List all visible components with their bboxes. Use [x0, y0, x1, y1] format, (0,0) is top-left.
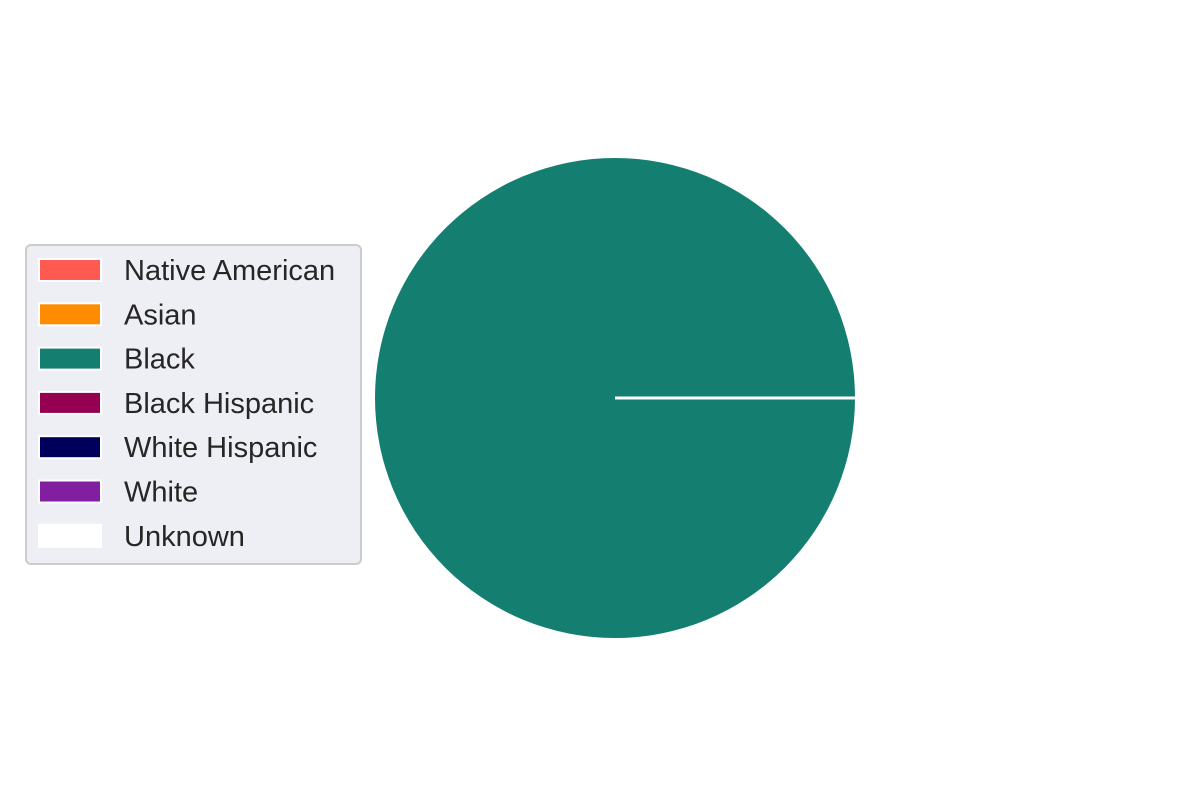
- legend-swatch-white: [38, 479, 102, 504]
- legend-swatch-native-american: [38, 258, 102, 282]
- legend-label-black: Black: [124, 344, 195, 376]
- legend-label-native-american: Native American: [124, 255, 335, 287]
- legend-entries: Native American Asian Black Black Hispanic W…: [38, 255, 335, 553]
- pie: [375, 158, 856, 638]
- legend-swatch-black: [38, 346, 102, 371]
- legend-swatch-asian: [38, 302, 102, 327]
- legend-label-white-hispanic: White Hispanic: [124, 432, 317, 464]
- legend-label-white: White: [124, 477, 198, 509]
- legend-swatch-unknown: [38, 523, 102, 548]
- legend-label-black-hispanic: Black Hispanic: [124, 388, 314, 420]
- legend-label-unknown: Unknown: [124, 521, 245, 553]
- legend-label-asian: Asian: [124, 299, 197, 331]
- legend-swatch-white-hispanic: [38, 435, 102, 460]
- legend: Native American Asian Black Black Hispanic W…: [25, 244, 362, 565]
- legend-frame: [25, 244, 362, 565]
- legend-swatch-black-hispanic: [38, 390, 102, 415]
